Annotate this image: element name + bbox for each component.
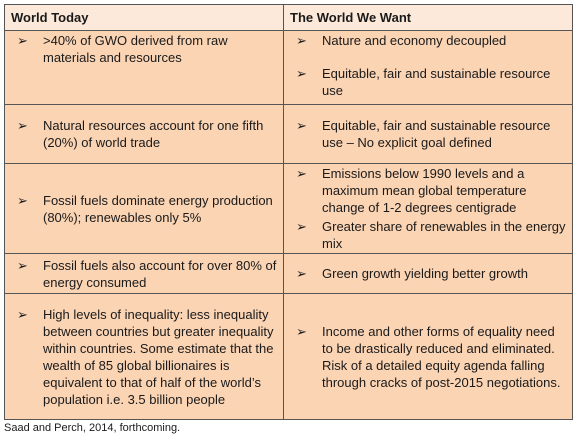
table-row: High levels of inequality: less inequali… [4,293,573,420]
caption: Saad and Perch, 2014, forthcoming. [4,422,181,434]
table-row: Natural resources account for one fifth … [4,104,573,164]
table-wrap: World Today The World We Want >40% of GW… [4,4,573,434]
table-cell: Emissions below 1990 levels and a maximu… [283,163,573,254]
bullet-item: Fossil fuels dominate energy production … [11,192,277,226]
header-cell: World Today [4,4,284,31]
table-cell: Income and other forms of equality need … [283,293,573,420]
bullet-item: Income and other forms of equality need … [290,323,566,391]
bullet-item: Greater share of renewables in the energ… [290,218,566,252]
table-cell: Equitable, fair and sustainable resource… [283,104,573,164]
bullet-item: High levels of inequality: less inequali… [11,306,277,408]
table-head: World Today The World We Want [4,4,573,31]
table-cell: Green growth yielding better growth [283,253,573,294]
table-cell: Natural resources account for one fifth … [4,104,284,164]
header-row: World Today The World We Want [4,4,573,31]
bullet-item: Green growth yielding better growth [290,265,566,282]
bullet-item: Nature and economy decoupled [290,32,566,49]
table-row: Fossil fuels dominate energy production … [4,163,573,254]
table-cell: High levels of inequality: less inequali… [4,293,284,420]
bullet-item: >40% of GWO derived from raw materials a… [11,32,277,66]
comparison-table: World Today The World We Want >40% of GW… [4,4,573,420]
table-row: Fossil fuels also account for over 80% o… [4,253,573,294]
table-cell: Nature and economy decoupled Equitable, f… [283,30,573,105]
table-cell: Fossil fuels also account for over 80% o… [4,253,284,294]
header-cell: The World We Want [283,4,573,31]
bullet-item: Equitable, fair and sustainable resource… [290,117,566,151]
bullet-item: Emissions below 1990 levels and a maximu… [290,165,566,216]
table-cell: >40% of GWO derived from raw materials a… [4,30,284,105]
table-body: >40% of GWO derived from raw materials a… [4,30,573,420]
table-row: >40% of GWO derived from raw materials a… [4,30,573,105]
bullet-item: Natural resources account for one fifth … [11,117,277,151]
bullet-item: Equitable, fair and sustainable resource… [290,65,566,99]
bullet-item: Fossil fuels also account for over 80% o… [11,257,277,291]
table-cell: Fossil fuels dominate energy production … [4,163,284,254]
